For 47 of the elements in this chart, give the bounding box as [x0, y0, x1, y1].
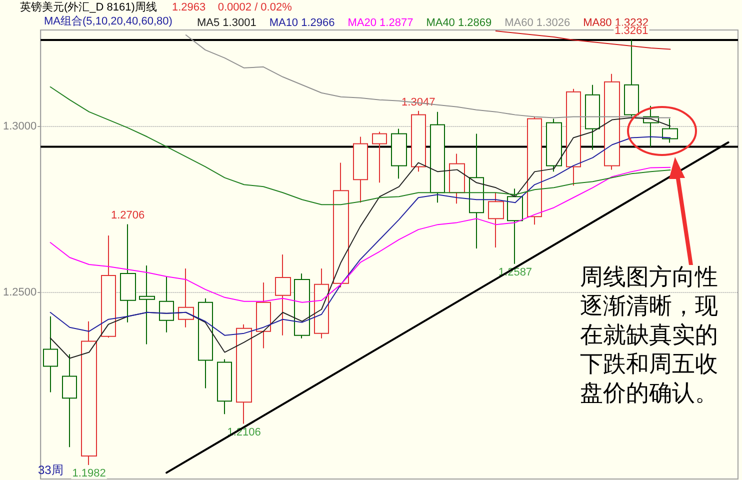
- text: MA20 1.2877: [348, 17, 414, 29]
- candlestick: [604, 73, 620, 170]
- candlestick: [294, 272, 310, 339]
- candlestick: [256, 282, 271, 349]
- candlestick: [275, 254, 291, 336]
- annotation: 33周: [38, 463, 64, 477]
- candlestick: [411, 110, 426, 172]
- candlestick: [62, 354, 77, 448]
- y-tick-label: 1.3000: [2, 120, 37, 132]
- candlestick: [43, 316, 58, 393]
- candlestick: [546, 118, 562, 172]
- legend-title: MA组合(5,10,20,40,60,80): [44, 14, 172, 28]
- candlestick: [662, 118, 678, 144]
- candlestick: [81, 320, 97, 466]
- candlestick: [566, 88, 581, 186]
- annotation: 1.1982: [72, 468, 106, 480]
- text: MA60 1.3026: [504, 17, 570, 29]
- candlestick: [159, 276, 174, 333]
- candlestick: [139, 264, 155, 345]
- annotation: 周线图方向性逐渐清晰，现在就缺真实的下跌和周五收盘价的确认。: [580, 264, 718, 406]
- candlestick: [507, 188, 523, 264]
- candlestick: [101, 235, 116, 338]
- candlestick: [314, 268, 329, 339]
- annotation: 1.2706: [110, 210, 145, 222]
- text: MA10 1.2966: [269, 17, 335, 29]
- candlestick: [333, 162, 349, 288]
- chart-title: 英镑美元(外汇_D 8161)周线: [20, 0, 157, 14]
- candlestick: [430, 111, 445, 204]
- y-tick-label: 1.2500: [2, 286, 37, 299]
- candlestick: [391, 128, 407, 180]
- line-series: [50, 86, 671, 206]
- candlestick: [217, 358, 232, 415]
- text: MA40 1.2869: [426, 17, 492, 29]
- candlestick: [198, 298, 213, 389]
- line-series: [185, 34, 671, 118]
- candlestick: [449, 153, 465, 204]
- candlestick: [178, 268, 194, 328]
- candlestick: [585, 84, 600, 150]
- candlestick: [488, 192, 504, 248]
- candlestick: [372, 131, 387, 184]
- candlestick: [353, 136, 368, 204]
- candlestick: [236, 324, 252, 424]
- text: MA5 1.3001: [197, 17, 256, 29]
- chart-subtitle: 1.2963 0.0002 / 0.02%: [172, 2, 292, 14]
- candlestick: [624, 39, 639, 118]
- candlestick: [120, 224, 136, 323]
- candlestick: [527, 116, 542, 226]
